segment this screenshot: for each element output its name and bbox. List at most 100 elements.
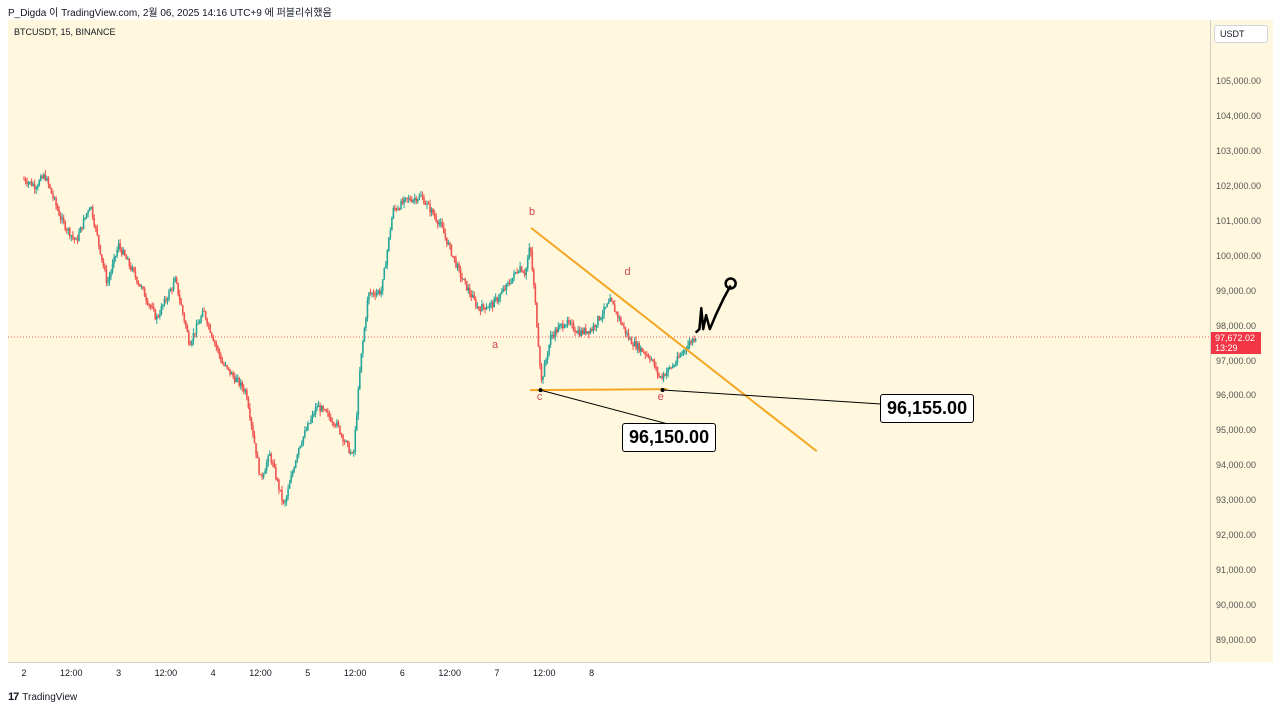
time-axis[interactable]	[8, 662, 1210, 685]
candle-body	[423, 197, 425, 204]
candle-body	[600, 317, 602, 320]
publish-info: P_Digda 이 TradingView.com, 2월 06, 2025 1…	[8, 8, 332, 19]
candle-body	[175, 277, 178, 283]
candle-body	[377, 290, 379, 293]
candle-body	[111, 263, 114, 272]
candle-body	[273, 463, 276, 468]
candle-body	[519, 266, 521, 272]
candle-body	[210, 332, 213, 337]
resistance-trendline	[530, 227, 818, 453]
candle-body	[44, 174, 47, 181]
candle-body	[127, 258, 129, 260]
candle-body	[372, 292, 375, 295]
candle-body	[314, 407, 317, 415]
candle-body	[407, 198, 410, 200]
candle-body	[84, 217, 86, 220]
candle-body	[261, 475, 263, 478]
candle-body	[646, 354, 648, 356]
candle-body	[162, 304, 164, 307]
candle-body	[557, 326, 560, 333]
candle-body	[52, 193, 54, 199]
candle-body	[139, 284, 141, 287]
candle-body	[586, 331, 589, 334]
candle-body	[694, 338, 697, 341]
candle-body	[366, 300, 369, 319]
candle-body	[510, 282, 512, 284]
candle-body	[146, 300, 149, 305]
candle-body	[264, 470, 266, 474]
candle-countdown: 13:29	[1215, 343, 1238, 353]
candle-body	[627, 333, 630, 339]
candle-body	[183, 313, 186, 322]
price-tick-label: 98,000.00	[1216, 320, 1257, 331]
candle-body	[452, 255, 454, 257]
candle-body	[662, 374, 665, 379]
candle-body	[360, 353, 363, 372]
candle-body	[421, 195, 424, 198]
candle-body	[436, 221, 439, 225]
candle-body	[345, 440, 347, 442]
candle-body	[568, 319, 570, 323]
candle-body	[32, 184, 34, 186]
candle-body	[676, 356, 679, 364]
candle-body	[73, 237, 76, 240]
candle-body	[326, 411, 329, 413]
candle-body	[272, 462, 274, 464]
candle-body	[323, 409, 326, 411]
candle-body	[46, 178, 48, 181]
candle-body	[529, 247, 532, 252]
candle-body	[186, 325, 189, 333]
candle-body	[542, 376, 544, 381]
symbol-label: BTCUSDT, 15, BINANCE	[14, 27, 116, 37]
candle-body	[64, 221, 67, 230]
candle-body	[81, 227, 83, 229]
candle-body	[656, 367, 659, 375]
candle-body	[188, 332, 190, 344]
candle-body	[120, 248, 123, 255]
current-price-badge: 97,672.02 13:29	[1211, 332, 1261, 354]
candle-body	[322, 406, 324, 410]
currency-button[interactable]: USDT	[1214, 25, 1268, 43]
candle-body	[630, 338, 633, 345]
candle-body	[681, 353, 683, 355]
candle-body	[185, 321, 187, 326]
candle-body	[107, 281, 109, 283]
candle-body	[278, 479, 280, 490]
candle-body	[491, 302, 494, 308]
candle-body	[151, 307, 154, 309]
price-tick-label: 99,000.00	[1216, 285, 1257, 296]
candle-body	[415, 197, 418, 202]
candle-body	[554, 329, 557, 338]
candle-body	[110, 271, 112, 277]
candle-body	[191, 340, 193, 346]
candle-body	[620, 317, 622, 324]
candle-body	[157, 316, 160, 318]
candle-body	[43, 174, 45, 178]
price-tick-label: 93,000.00	[1216, 495, 1257, 506]
candle-body	[386, 250, 389, 265]
candle-body	[307, 423, 309, 430]
candle-body	[325, 409, 328, 412]
candle-body	[438, 223, 441, 225]
candle-body	[267, 455, 270, 463]
chart-area[interactable]	[8, 20, 1210, 662]
candle-body	[160, 306, 163, 315]
candle-body	[447, 242, 450, 245]
candle-body	[76, 238, 79, 241]
candle-body	[471, 295, 474, 298]
candle-body	[201, 310, 204, 317]
candle-body	[246, 390, 248, 399]
candle-body	[355, 415, 358, 430]
candle-body	[417, 199, 419, 202]
candle-body	[41, 176, 44, 178]
candle-body	[409, 198, 412, 201]
candle-body	[194, 333, 196, 335]
candle-body	[490, 302, 492, 304]
candle-body	[357, 389, 360, 416]
time-tick-label: 5	[305, 668, 311, 678]
candle-body	[165, 298, 167, 301]
candle-body	[467, 287, 470, 291]
candle-body	[168, 291, 170, 300]
candle-body	[36, 185, 39, 188]
